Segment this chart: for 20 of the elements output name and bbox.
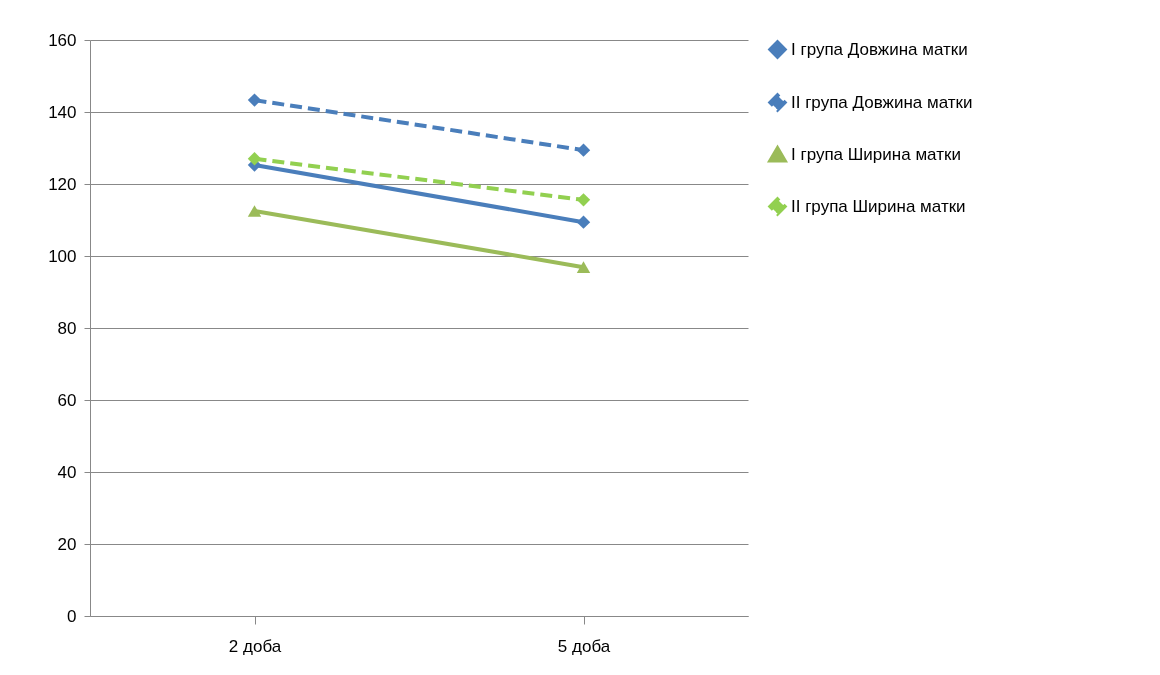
y-tick-label: 120 bbox=[48, 174, 77, 194]
y-tick-label: 60 bbox=[57, 390, 77, 410]
x-tick-label: 2 доба bbox=[228, 636, 282, 656]
legend-label: I група Довжина матки bbox=[791, 39, 968, 59]
point bbox=[247, 93, 262, 107]
legend-label: II група Ширина матки bbox=[791, 196, 966, 216]
x-tick-label: 5 доба bbox=[557, 636, 611, 656]
legend-label: I група Ширина матки bbox=[791, 144, 961, 164]
y-tick-label: 100 bbox=[48, 246, 77, 266]
point bbox=[576, 215, 591, 229]
y-tick-label: 0 bbox=[67, 606, 77, 626]
point bbox=[247, 152, 262, 166]
point bbox=[576, 143, 591, 157]
point bbox=[576, 193, 591, 207]
y-tick-label: 40 bbox=[57, 462, 77, 482]
y-tick-label: 80 bbox=[57, 318, 77, 338]
y-tick-label: 160 bbox=[48, 30, 77, 50]
y-tick-label: 140 bbox=[48, 102, 77, 122]
legend-label: II група Довжина матки bbox=[791, 92, 973, 112]
y-tick-label: 20 bbox=[57, 534, 77, 554]
